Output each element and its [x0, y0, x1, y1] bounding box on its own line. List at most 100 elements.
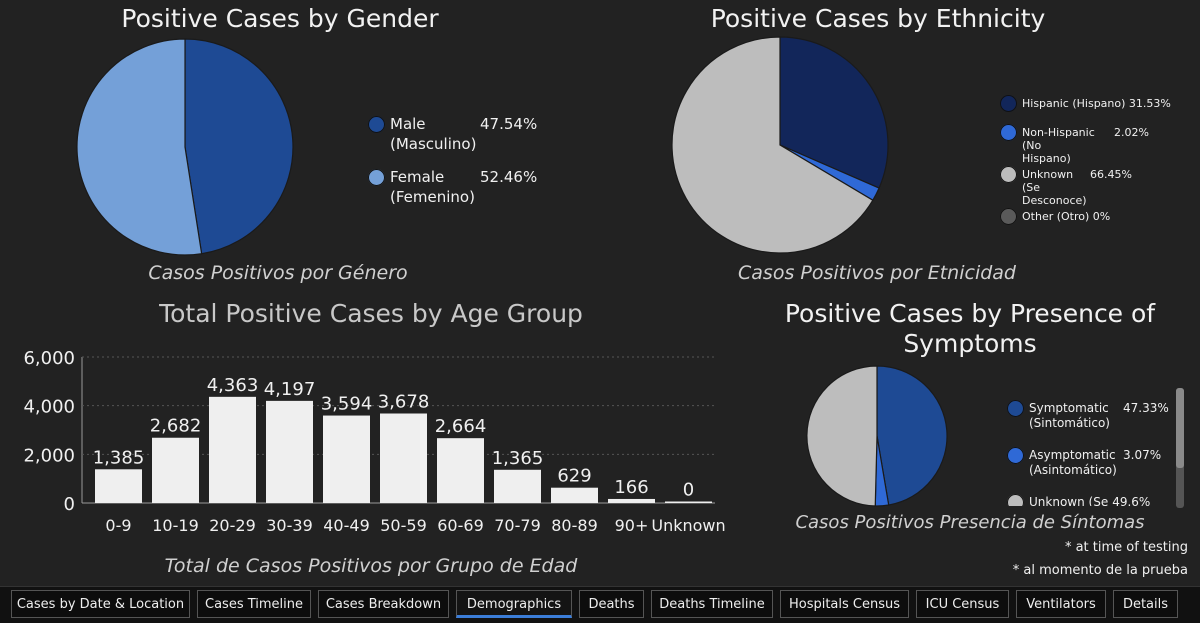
ethnicity-legend-non-hispanic: Non-Hispanic (No Hispano) 2.02%: [1000, 124, 1149, 165]
x-category-label: 60-69: [437, 516, 484, 535]
age-chart-title: Total Positive Cases by Age Group: [159, 299, 583, 328]
dashboard-tab-bar: Cases by Date & Location Cases Timeline …: [0, 586, 1200, 623]
bar-20-29: [209, 396, 256, 503]
note-time-of-testing: * at time of testing: [1064, 540, 1188, 555]
tab-icu-census[interactable]: ICU Census: [916, 590, 1009, 618]
tab-details[interactable]: Details: [1113, 590, 1178, 618]
note-al-momento: * al momento de la prueba: [1012, 563, 1188, 578]
symptoms-unknown-value: 49.6%: [1112, 495, 1151, 506]
x-category-label: 20-29: [209, 516, 256, 535]
hispanic-swatch-icon: [1000, 95, 1017, 112]
x-category-label: 10-19: [152, 516, 199, 535]
other-swatch-icon: [1000, 208, 1017, 225]
bar-value-label: 4,197: [264, 379, 316, 400]
x-category-label: Unknown: [651, 516, 725, 535]
symptoms-unknown-label: Unknown (Se: [1029, 495, 1109, 506]
bar-value-label: 1,385: [93, 447, 145, 468]
bar-0-9: [95, 469, 142, 503]
ethnicity-legend-other: Other (Otro) 0%: [1000, 208, 1110, 225]
symptoms-pie-slice-0: [876, 365, 948, 506]
symptomatic-value: 47.33%: [1123, 401, 1169, 415]
non-hispanic-label: Non-Hispanic (No: [1022, 126, 1095, 152]
bar-10-19: [152, 437, 199, 503]
gender-chart-subtitle: Casos Positivos por Género: [148, 262, 408, 284]
symptoms-unknown-swatch-icon: [1007, 494, 1024, 506]
bar-Unknown: [665, 501, 712, 503]
age-chart-subtitle: Total de Casos Positivos por Grupo de Ed…: [164, 555, 578, 577]
hispanic-value: 31.53%: [1128, 97, 1171, 110]
symptoms-legend-unknown: Unknown (Se 49.6%: [1007, 494, 1150, 506]
tab-cases-breakdown[interactable]: Cases Breakdown: [318, 590, 449, 618]
symptomatic-label-es: (Sintomático): [1029, 416, 1110, 430]
bar-value-label: 2,682: [150, 416, 202, 437]
tab-cases-timeline[interactable]: Cases Timeline: [197, 590, 311, 618]
gender-legend-male: Male (Masculino) 47.54%: [368, 114, 537, 154]
male-swatch-icon: [368, 116, 385, 133]
symptoms-pie-slice-2: [806, 365, 878, 507]
male-label: Male: [390, 115, 426, 133]
legend-scrollbar-thumb[interactable]: [1176, 388, 1184, 468]
female-swatch-icon: [368, 169, 385, 186]
tab-deaths[interactable]: Deaths: [579, 590, 644, 618]
ethnicity-pie-slice-2: [671, 36, 874, 254]
non-hispanic-value: 2.02%: [1114, 126, 1149, 139]
other-label: Other (Otro): [1022, 210, 1090, 223]
symptoms-legend-clip: Unknown (Se 49.6%: [1000, 490, 1170, 506]
bar-value-label: 3,594: [321, 394, 373, 415]
symptoms-title-line2: Symptoms: [903, 329, 1037, 358]
tab-deaths-timeline[interactable]: Deaths Timeline: [651, 590, 773, 618]
tab-cases-by-date-location[interactable]: Cases by Date & Location: [11, 590, 190, 618]
bar-value-label: 3,678: [378, 392, 430, 413]
non-hispanic-label-es: Hispano): [1022, 152, 1071, 165]
x-category-label: 90+: [615, 516, 649, 535]
ethnicity-legend-hispanic: Hispanic (Hispano) 31.53%: [1000, 95, 1171, 112]
female-value: 52.46%: [480, 168, 538, 186]
x-category-label: 40-49: [323, 516, 370, 535]
unknown-value: 66.45%: [1090, 168, 1132, 181]
bar-30-39: [266, 400, 313, 503]
gender-legend-female: Female (Femenino) 52.46%: [368, 167, 537, 207]
bar-value-label: 4,363: [207, 375, 259, 396]
bar-50-59: [380, 413, 427, 503]
symptoms-chart-title: Positive Cases by Presence of Symptoms: [770, 299, 1170, 359]
bar-90+: [608, 498, 655, 503]
unknown-swatch-icon: [1000, 166, 1017, 183]
bar-70-79: [494, 469, 541, 503]
ethnicity-chart-title: Positive Cases by Ethnicity: [710, 4, 1046, 33]
bar-60-69: [437, 438, 484, 503]
tab-hospitals-census[interactable]: Hospitals Census: [780, 590, 909, 618]
female-label: Female: [390, 168, 445, 186]
hispanic-label: Hispanic (Hispano): [1022, 97, 1126, 110]
asymptomatic-label: Asymptomatic: [1029, 448, 1116, 462]
unknown-label: Unknown (Se: [1022, 168, 1074, 194]
gender-pie: [76, 38, 294, 256]
ethnicity-pie-slice-0: [779, 36, 889, 189]
bar-value-label: 629: [557, 466, 591, 487]
y-tick-label: 4,000: [23, 397, 75, 418]
female-label-es: (Femenino): [390, 188, 475, 206]
symptomatic-label: Symptomatic: [1029, 401, 1109, 415]
symptomatic-swatch-icon: [1007, 400, 1024, 417]
x-category-label: 30-39: [266, 516, 313, 535]
tab-demographics[interactable]: Demographics: [456, 590, 572, 618]
bar-value-label: 166: [614, 477, 648, 498]
bar-80-89: [551, 487, 598, 503]
bar-value-label: 2,664: [435, 416, 487, 437]
tab-ventilators[interactable]: Ventilators: [1016, 590, 1106, 618]
x-category-label: 80-89: [551, 516, 598, 535]
male-label-es: (Masculino): [390, 135, 477, 153]
symptoms-pie: [806, 365, 948, 507]
bar-value-label: 0: [683, 480, 694, 501]
y-tick-label: 0: [64, 494, 75, 515]
asymptomatic-label-es: (Asintomático): [1029, 463, 1117, 477]
unknown-label-es: Desconoce): [1022, 194, 1087, 207]
non-hispanic-swatch-icon: [1000, 124, 1017, 141]
symptoms-legend-asymptomatic: Asymptomatic (Asintomático) 3.07%: [1007, 447, 1161, 478]
male-value: 47.54%: [480, 115, 538, 133]
asymptomatic-swatch-icon: [1007, 447, 1024, 464]
x-category-label: 70-79: [494, 516, 541, 535]
symptoms-chart-subtitle: Casos Positivos Presencia de Síntomas: [795, 512, 1145, 533]
ethnicity-pie: [671, 36, 889, 254]
x-category-label: 0-9: [105, 516, 131, 535]
